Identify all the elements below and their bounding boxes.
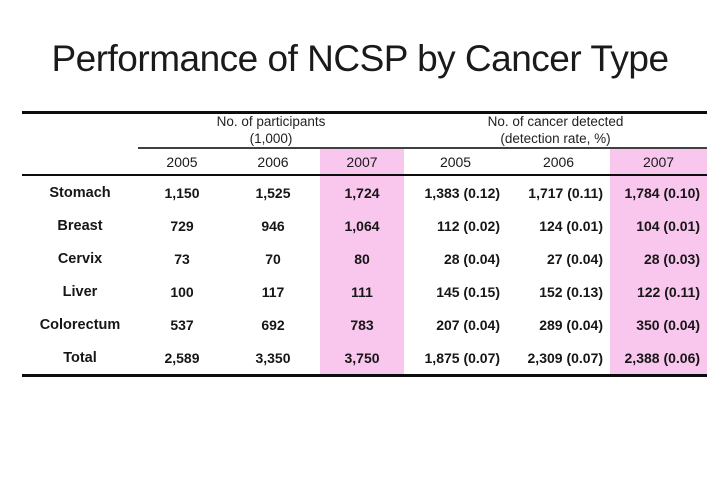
row-label: Colorectum: [39, 316, 121, 333]
group-header-detected-line2: (detection rate, %): [500, 130, 611, 146]
cell-detected-2007: 104 (0.01): [610, 209, 708, 242]
table-row-total: Total 2,589 3,350 3,750 1,875 (0.07) 2,3…: [22, 341, 708, 377]
cell-detected-2006: 289 (0.04): [539, 316, 604, 333]
year-header-participants-2006: 2006: [226, 148, 320, 176]
cell-participants-2007: 1,724: [320, 175, 405, 209]
year-header-participants-2007: 2007: [320, 148, 405, 176]
cell-detected-2006: 152 (0.13): [539, 283, 604, 300]
cell-participants-2005: 2,589: [138, 341, 226, 377]
cell-participants-2007: 111: [320, 275, 405, 308]
year-header-detected-2006: 2006: [507, 148, 611, 176]
group-header-participants-line2: (1,000): [249, 130, 293, 146]
table-row-breast: Breast 729 946 1,064 112 (0.02) 124 (0.0…: [22, 209, 708, 242]
cell-participants-2007: 1,064: [320, 209, 405, 242]
row-label: Liver: [62, 283, 98, 300]
corner-cell: [22, 111, 138, 148]
cell-detected-2006: 124 (0.01): [539, 217, 604, 234]
cell-participants-2005: 537: [170, 316, 194, 333]
row-label: Total: [22, 341, 138, 377]
cell-participants-2006: 3,350: [226, 341, 320, 377]
cell-participants-2006: 946: [261, 217, 285, 234]
year-header-detected-2007: 2007: [610, 148, 708, 176]
cell-detected-2006: 27 (0.04): [546, 250, 604, 267]
group-header-participants: No. of participants (1,000): [138, 111, 405, 149]
cell-detected-2007: 28 (0.03): [610, 242, 708, 275]
group-header-detected: No. of cancer detected (detection rate, …: [404, 111, 708, 149]
cell-detected-2006: 2,309 (0.07): [507, 341, 611, 377]
cell-participants-2007: 3,750: [320, 341, 405, 377]
cell-participants-2006: 117: [261, 283, 285, 300]
cell-participants-2005: 100: [170, 283, 194, 300]
cell-participants-2005: 73: [174, 250, 190, 267]
performance-table: No. of participants (1,000) No. of cance…: [22, 111, 708, 377]
cell-detected-2005: 28 (0.04): [443, 250, 501, 267]
table-row-stomach: Stomach 1,150 1,525 1,724 1,383 (0.12) 1…: [22, 175, 708, 209]
table-row-liver: Liver 100 117 111 145 (0.15) 152 (0.13) …: [22, 275, 708, 308]
cell-detected-2006: 1,717 (0.11): [528, 184, 604, 201]
cell-detected-2005: 1,383 (0.12): [424, 184, 501, 201]
table-row-colorectum: Colorectum 537 692 783 207 (0.04) 289 (0…: [22, 308, 708, 341]
cell-participants-2006: 70: [265, 250, 281, 267]
year-header-row: 2005 2006 2007 2005 2006 2007: [22, 148, 708, 176]
year-header-detected-2005: 2005: [404, 148, 508, 176]
group-header-participants-line1: No. of participants: [216, 114, 326, 130]
cell-participants-2006: 1,525: [255, 184, 291, 201]
cell-participants-2007: 80: [320, 242, 405, 275]
cell-detected-2005: 207 (0.04): [436, 316, 501, 333]
row-label: Breast: [57, 217, 103, 234]
year-header-participants-2005: 2005: [138, 148, 226, 176]
cell-detected-2005: 145 (0.15): [436, 283, 501, 300]
row-label: Stomach: [49, 184, 111, 201]
cell-detected-2007: 350 (0.04): [610, 308, 708, 341]
group-header-row: No. of participants (1,000) No. of cance…: [22, 111, 708, 149]
cell-detected-2005: 1,875 (0.07): [404, 341, 508, 377]
year-header-empty: [22, 148, 138, 176]
table-row-cervix: Cervix 73 70 80 28 (0.04) 27 (0.04) 28 (…: [22, 242, 708, 275]
cell-detected-2007: 122 (0.11): [610, 275, 708, 308]
cell-participants-2006: 692: [261, 316, 285, 333]
page-title: Performance of NCSP by Cancer Type: [51, 38, 669, 79]
group-header-detected-line1: No. of cancer detected: [487, 114, 624, 130]
row-label: Cervix: [57, 250, 103, 267]
cell-detected-2007: 1,784 (0.10): [610, 175, 708, 209]
cell-participants-2005: 729: [170, 217, 194, 234]
cell-participants-2005: 1,150: [164, 184, 200, 201]
cell-participants-2007: 783: [320, 308, 405, 341]
cell-detected-2007: 2,388 (0.06): [610, 341, 708, 377]
cell-detected-2005: 112 (0.02): [436, 217, 501, 234]
